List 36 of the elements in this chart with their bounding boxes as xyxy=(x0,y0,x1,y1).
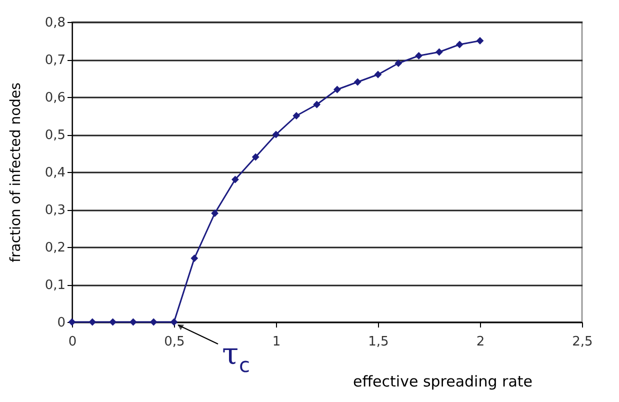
y-tick-label: 0,6 xyxy=(44,90,66,106)
y-tick-label: 0,8 xyxy=(44,16,66,30)
point xyxy=(231,176,239,184)
y-tick-label: 0,7 xyxy=(44,53,66,68)
point xyxy=(456,40,464,48)
point xyxy=(88,318,96,326)
x-tick-label: 1,5 xyxy=(368,334,389,350)
y-tick-label: 0,3 xyxy=(44,203,66,218)
x-tick-label: 2,5 xyxy=(572,334,593,350)
y-tick-label: 0,5 xyxy=(44,128,66,143)
y-tick-label: 0,2 xyxy=(44,240,66,256)
point xyxy=(129,318,137,326)
point xyxy=(394,60,402,67)
point xyxy=(252,153,260,161)
point xyxy=(272,130,280,138)
x-tick-label: 2 xyxy=(476,334,485,350)
point xyxy=(109,318,117,326)
y-tick-label: 0,1 xyxy=(44,278,66,293)
point xyxy=(435,48,443,56)
point xyxy=(354,78,362,86)
y-tick-label: 0 xyxy=(57,316,66,330)
point xyxy=(415,52,423,60)
y-axis-title: fraction of infected nodes xyxy=(8,82,24,262)
point xyxy=(313,100,321,108)
x-tick-label: 0 xyxy=(68,334,77,350)
point xyxy=(211,210,219,217)
point xyxy=(292,112,300,120)
x-tick-label: 1 xyxy=(272,334,281,350)
point xyxy=(190,254,198,262)
x-axis-title: effective spreading rate xyxy=(352,372,532,390)
point xyxy=(374,70,382,78)
point xyxy=(150,318,158,326)
x-tick-label: 0,5 xyxy=(164,334,185,350)
point xyxy=(170,318,178,326)
point xyxy=(333,86,341,94)
y-tick-label: 0,4 xyxy=(44,166,66,180)
